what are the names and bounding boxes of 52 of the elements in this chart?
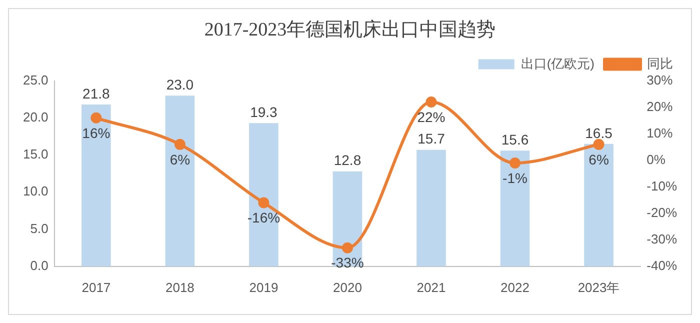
y2-tick-label: -20% [646,204,678,220]
data-label: 23.0 [166,76,194,93]
data-label: -1% [502,170,528,186]
bar [584,144,614,266]
data-label: -33% [331,254,364,271]
data-label: -16% [247,210,280,226]
point [342,242,353,254]
data-label: 15.7 [418,130,446,147]
data-label: 16% [82,124,110,141]
bar [332,171,362,266]
data-label: 21.8 [82,85,110,102]
x-tick-label: 2022 [500,280,530,295]
point [90,112,102,124]
bar [416,150,446,266]
data-label: 15.6 [501,131,529,148]
x-tick-label: 2017 [82,280,111,295]
y2-tick-label: -40% [646,258,678,273]
y2-tick-label: -30% [646,231,678,246]
x-tick-label: 2019 [249,280,278,295]
y-tick-label: 10.0 [22,184,48,199]
legend-label: 同比 [647,56,673,71]
data-label: 12.8 [334,152,362,168]
y2-tick-label: 10% [646,125,674,140]
data-label: 22% [417,108,446,125]
y-tick-label: 5.0 [30,220,48,236]
y-tick-label: 25.0 [22,72,48,88]
point [258,197,270,208]
y-tick-label: 0.0 [30,258,48,273]
y-tick-label: 20.0 [22,110,48,124]
x-tick-label: 2020 [333,280,362,295]
y2-tick-label: 0% [646,152,666,167]
y2-tick-label: -10% [646,178,678,194]
bar [82,104,111,266]
point [426,96,437,108]
data-label: 6% [588,151,609,168]
bar [165,96,195,266]
y-tick-label: 15.0 [22,146,48,162]
y2-tick-label: 30% [646,72,674,88]
point [593,138,604,150]
point [510,157,521,168]
chart-title: 2017-2023年德国机床出口中国趋势 [204,18,496,40]
legend-label: 出口(亿欧元) [520,56,595,71]
bar [249,123,278,266]
y2-tick-label: 20% [646,98,674,114]
x-tick-label: 2018 [165,280,194,295]
x-tick-label: 2021 [416,280,446,295]
data-label: 6% [170,151,190,168]
point [174,138,186,150]
data-label: 19.3 [250,104,278,120]
x-tick-label: 2023年 [578,280,620,295]
data-label: 16.5 [585,124,613,141]
bar [500,150,530,266]
